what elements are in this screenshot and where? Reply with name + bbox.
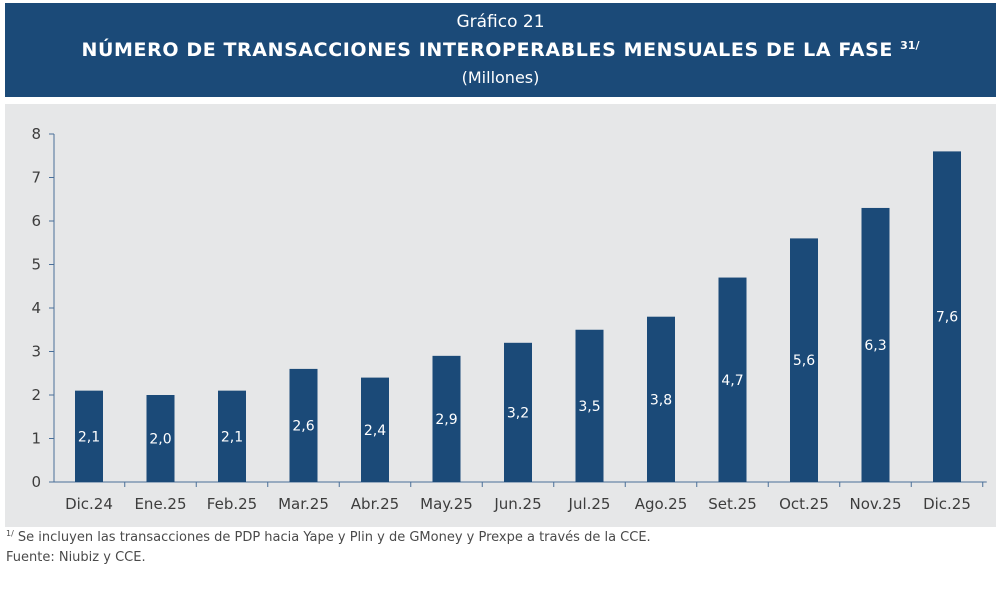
source-note: Fuente: Niubiz y CCE. xyxy=(6,550,146,565)
bar xyxy=(218,390,246,482)
x-tick-label: Dic.24 xyxy=(65,495,113,513)
bar xyxy=(718,277,747,482)
bar xyxy=(289,368,318,482)
bar-value-label: 3,5 xyxy=(578,399,600,415)
x-tick-label: Mar.25 xyxy=(278,495,329,513)
bar-value-label: 3,8 xyxy=(650,392,672,408)
footnote-text: Se incluyen las transacciones de PDP hac… xyxy=(13,530,651,545)
bar xyxy=(504,342,532,482)
y-tick-label: 3 xyxy=(31,343,41,361)
bar-value-label: 2,0 xyxy=(149,432,171,448)
chart-title-text: NÚMERO DE TRANSACCIONES INTEROPERABLES M… xyxy=(81,39,893,61)
bar-value-label: 5,6 xyxy=(793,353,815,369)
y-tick-label: 2 xyxy=(31,386,41,404)
x-tick-label: Ago.25 xyxy=(635,495,688,513)
bar-value-label: 4,7 xyxy=(721,373,743,389)
x-tick-label: May.25 xyxy=(420,495,473,513)
bar-value-label: 2,1 xyxy=(221,429,243,445)
y-tick-label: 0 xyxy=(31,473,41,491)
footnote: 1/ Se incluyen las transacciones de PDP … xyxy=(6,529,651,545)
bar-value-label: 2,9 xyxy=(435,412,457,428)
bar xyxy=(575,329,604,482)
y-tick-label: 6 xyxy=(31,212,41,230)
y-tick-label: 7 xyxy=(31,169,41,187)
bar xyxy=(432,355,461,482)
y-tick-label: 8 xyxy=(31,125,41,143)
bar xyxy=(647,316,675,482)
y-tick-label: 5 xyxy=(31,256,41,274)
chart-panel: 0 1 2 3 4 5 6 7 8 2,1 Dic.24 2,0 Ene.25 2,1 Feb.25 2,6 M… xyxy=(5,104,996,527)
bar-chart: 0 1 2 3 4 5 6 7 8 2,1 Dic.24 2,0 Ene.25 2,1 Feb.25 2,6 M… xyxy=(31,125,987,513)
footnote-mark: 1/ xyxy=(6,529,14,538)
x-tick-label: Jun.25 xyxy=(493,495,541,513)
bar-value-label: 6,3 xyxy=(864,338,886,354)
x-tick-label: Feb.25 xyxy=(207,495,257,513)
bar xyxy=(361,377,389,482)
x-tick-label: Oct.25 xyxy=(779,495,829,513)
x-tick-label: Nov.25 xyxy=(850,495,902,513)
chart-kicker: Gráfico 21 xyxy=(456,12,545,32)
bar xyxy=(75,390,103,482)
bar-value-label: 3,2 xyxy=(507,405,529,421)
x-tick-label: Jul.25 xyxy=(568,495,611,513)
bar xyxy=(790,238,818,482)
y-tick-label: 4 xyxy=(31,299,41,317)
x-tick-label: Abr.25 xyxy=(351,495,399,513)
bar xyxy=(146,395,175,482)
bar xyxy=(933,151,961,482)
bar-value-label: 2,6 xyxy=(292,418,314,434)
x-tick-label: Set.25 xyxy=(708,495,757,513)
chart-header: Gráfico 21 NÚMERO DE TRANSACCIONES INTER… xyxy=(5,3,996,97)
chart-title-note: 31/ xyxy=(900,39,920,52)
bar-value-label: 2,4 xyxy=(364,423,386,439)
chart-unit: (Millones) xyxy=(461,68,540,87)
chart-title: NÚMERO DE TRANSACCIONES INTEROPERABLES M… xyxy=(5,39,996,61)
bar-value-label: 2,1 xyxy=(78,429,100,445)
x-tick-label: Ene.25 xyxy=(134,495,186,513)
bar-value-label: 7,6 xyxy=(936,310,958,326)
bar xyxy=(861,207,890,482)
y-tick-label: 1 xyxy=(31,430,41,448)
x-tick-label: Dic.25 xyxy=(923,495,971,513)
